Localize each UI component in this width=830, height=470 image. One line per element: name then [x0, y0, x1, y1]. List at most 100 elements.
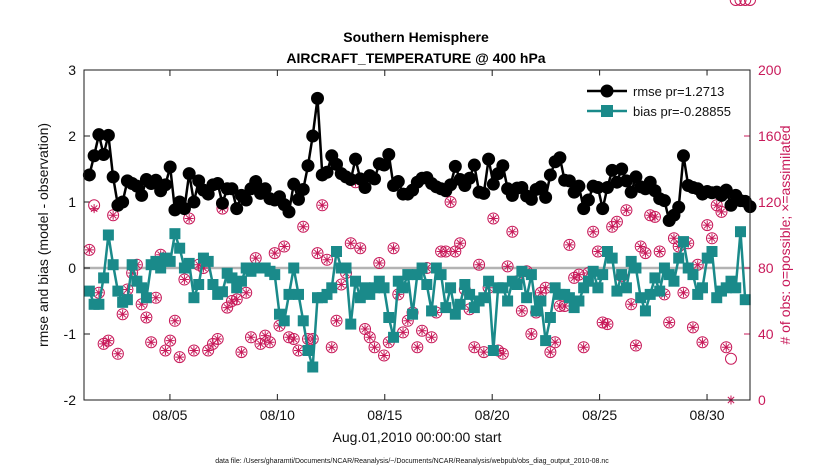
rmse-point	[391, 175, 405, 189]
y-tick-label-left: 1	[68, 194, 76, 210]
bias-point	[635, 292, 647, 304]
obs-possible-point	[473, 258, 486, 271]
obs-possible-point	[601, 318, 614, 331]
bias-point	[292, 288, 304, 300]
obs-assimilated-point	[146, 337, 156, 347]
obs-assimilated-point	[693, 260, 703, 270]
y-tick-label-right: 160	[758, 128, 782, 144]
bias-point	[326, 282, 338, 294]
obs-possible-point	[572, 268, 585, 281]
obs-assimilated-point	[118, 309, 128, 319]
obs-assimilated-point	[716, 207, 726, 217]
y-tick-label-left: 3	[68, 62, 76, 78]
legend-rmse-marker	[600, 84, 614, 98]
obs-assimilated-point	[441, 247, 451, 256]
bias-point	[112, 285, 124, 297]
rmse-point	[230, 202, 244, 216]
bias-point	[502, 295, 514, 307]
bias-point	[739, 294, 751, 306]
bias-point	[288, 262, 300, 274]
bias-point	[155, 262, 167, 274]
obs-possible-point	[677, 286, 690, 299]
obs-possible-point	[610, 215, 623, 228]
rmse-point	[368, 172, 382, 186]
bias-point	[430, 262, 442, 274]
bias-point	[278, 315, 290, 327]
x-tick-label: 08/15	[367, 407, 402, 423]
rmse-point	[301, 159, 315, 173]
obs-assimilated-point	[503, 261, 513, 271]
obs-assimilated-point	[222, 303, 232, 313]
obs-assimilated-point	[517, 306, 527, 316]
bias-point	[407, 308, 419, 320]
bias-point	[725, 275, 737, 287]
rmse-point	[344, 173, 358, 187]
chart-title: Southern Hemisphere	[343, 29, 489, 45]
obs-assimilated-point	[602, 319, 612, 329]
chart-subtitle: AIRCRAFT_TEMPERATURE @ 400 hPa	[286, 50, 545, 66]
obs-assimilated-point	[198, 263, 208, 273]
obs-assimilated-point	[213, 334, 223, 344]
obs-possible-point	[686, 321, 699, 334]
bias-point	[440, 302, 452, 314]
bias-point	[535, 295, 547, 307]
bias-point	[231, 282, 243, 294]
obs-possible-point	[634, 240, 647, 253]
obs-assimilated-point	[612, 217, 622, 227]
obs-assimilated-point	[640, 248, 650, 258]
rmse-point	[282, 205, 296, 219]
bias-point	[354, 292, 366, 304]
bias-point	[340, 262, 352, 274]
rmse-point	[225, 182, 239, 196]
bias-point	[549, 282, 561, 294]
obs-possible-point	[244, 331, 257, 344]
rmse-point	[82, 168, 96, 182]
obs-possible-point	[411, 341, 424, 354]
obs-possible-point	[102, 334, 115, 347]
rmse-point	[182, 167, 196, 181]
obs-possible-point	[235, 346, 248, 359]
bias-point	[544, 312, 556, 323]
obs-assimilated-point	[313, 248, 323, 258]
x-tick-label: 08/10	[260, 407, 295, 423]
footnote: data file: /Users/gharamti/Documents/NCA…	[215, 458, 609, 465]
rmse-point	[306, 129, 320, 143]
obs-possible-point	[321, 253, 334, 266]
obs-possible-point	[729, 0, 742, 6]
rmse-point	[615, 162, 629, 176]
rmse-point	[534, 180, 548, 194]
obs-assimilated-point	[289, 334, 299, 344]
bias-point	[540, 335, 552, 347]
bias-point	[131, 275, 143, 287]
obs-possible-point	[145, 336, 158, 349]
obs-possible-point	[715, 205, 728, 218]
bias-point	[563, 292, 575, 304]
bias-point	[587, 265, 599, 277]
x-tick-label: 08/30	[690, 407, 725, 423]
bias-point	[283, 288, 295, 300]
obs-assimilated-point	[251, 253, 261, 263]
bias-point	[235, 275, 247, 287]
bias-point	[202, 255, 214, 267]
rmse-point	[163, 160, 177, 174]
obs-possible-point	[378, 349, 391, 362]
obs-assimilated-point	[579, 342, 589, 352]
bias-point	[464, 288, 476, 300]
obs-possible-point	[368, 341, 381, 354]
y-tick-label-left: -1	[64, 326, 77, 342]
bias-point	[568, 302, 580, 314]
legend-bias-marker	[601, 105, 613, 117]
bias-point	[121, 294, 133, 306]
rmse-point	[97, 147, 111, 161]
rmse-point	[676, 149, 690, 163]
bias-point	[392, 275, 404, 287]
rmse-point	[444, 178, 458, 192]
obs-assimilated-point	[574, 270, 584, 280]
bias-point	[102, 229, 114, 241]
obs-assimilated-point	[697, 337, 707, 347]
obs-assimilated-point	[636, 242, 646, 252]
obs-assimilated-point	[621, 205, 631, 215]
obs-possible-point	[373, 257, 386, 270]
bias-point	[706, 246, 718, 257]
